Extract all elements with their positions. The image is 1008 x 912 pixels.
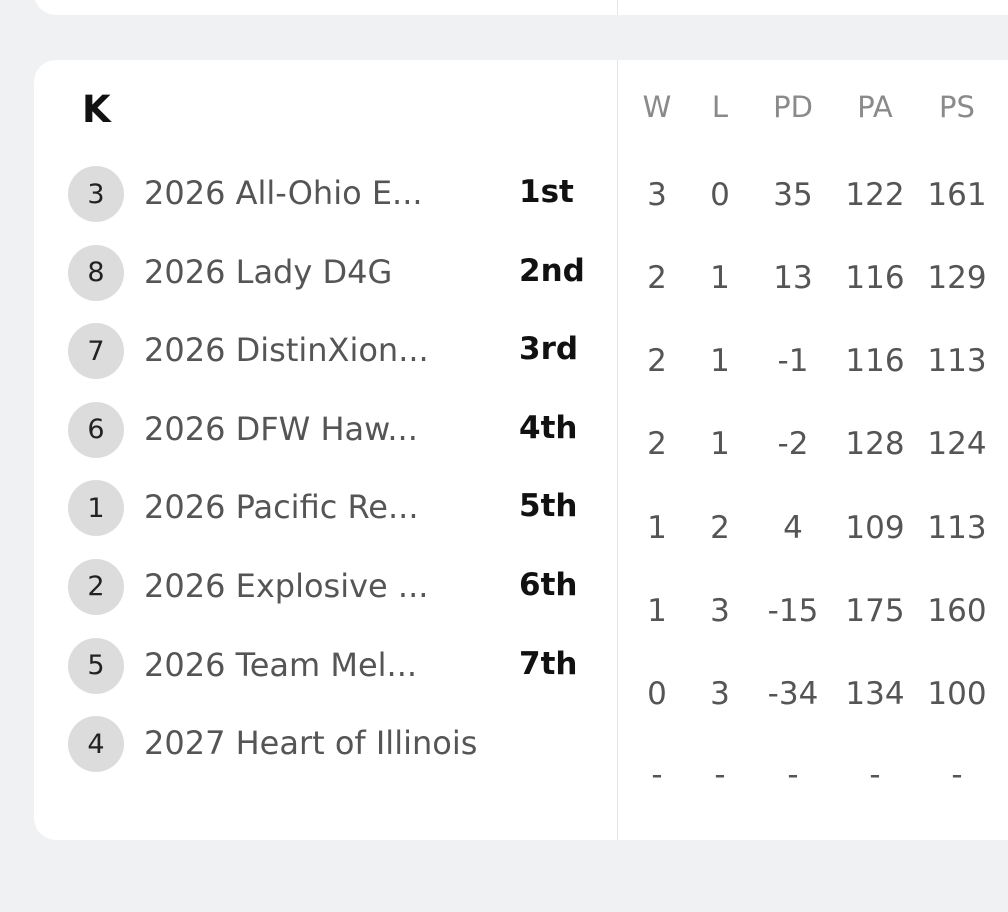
pool-standings-card	[34, 60, 1008, 840]
seed-badge: 4	[68, 716, 124, 773]
stat-cell-pd: 4	[783, 510, 803, 546]
stat-cell-ps: 129	[927, 260, 987, 296]
team-name[interactable]: 2027 Heart of Illinois	[144, 724, 478, 763]
stat-cell-w: 2	[647, 426, 667, 462]
team-row[interactable]: 6 2026 DFW Haw... 4th	[68, 401, 608, 481]
team-name[interactable]: 2026 Lady D4G	[144, 252, 393, 291]
stat-cell-l: 0	[710, 177, 730, 213]
stat-cell-w: 1	[647, 593, 667, 629]
team-place: 6th	[519, 566, 578, 603]
stat-cell-pa: 175	[845, 593, 905, 629]
stat-cell-pa: 116	[845, 343, 905, 379]
stat-cell-ps: 100	[927, 676, 987, 712]
team-place: 2nd	[519, 252, 585, 289]
team-row[interactable]: 3 2026 All-Ohio E... 1st	[68, 166, 608, 245]
seed-badge: 5	[68, 637, 124, 694]
stat-cell-pd: 35	[773, 177, 813, 213]
column-divider	[617, 60, 618, 840]
stat-cell-ps: 113	[927, 343, 987, 379]
stat-cell-pa: 128	[845, 426, 905, 462]
team-row[interactable]: 8 2026 Lady D4G 2nd	[68, 244, 608, 324]
stat-cell-w: 0	[647, 676, 667, 712]
team-row[interactable]: 5 2026 Team Mel... 7th	[68, 637, 608, 717]
stat-cell-w: 1	[647, 510, 667, 546]
stat-cell-w: 2	[647, 260, 667, 296]
team-name[interactable]: 2026 Team Mel...	[144, 645, 418, 684]
stat-cell-pd: -	[787, 757, 799, 793]
stat-cell-w: 2	[647, 343, 667, 379]
stat-cell-pd: -2	[777, 426, 809, 462]
team-place: 4th	[519, 409, 578, 446]
stat-cell-l: 1	[710, 260, 730, 296]
stat-cell-ps: 124	[927, 426, 987, 462]
previous-card-divider	[617, 0, 618, 15]
stat-cell-w: -	[651, 757, 663, 793]
seed-badge: 6	[68, 401, 124, 458]
team-place: 1st	[519, 174, 574, 210]
stat-cell-l: 3	[710, 593, 730, 629]
seed-badge: 8	[68, 244, 124, 301]
pool-title: K	[82, 88, 111, 131]
team-name[interactable]: 2026 Explosive ...	[144, 566, 429, 605]
team-place: 7th	[519, 645, 578, 682]
column-header-pa[interactable]: PA	[857, 90, 893, 124]
column-header-pd[interactable]: PD	[773, 90, 813, 124]
stat-cell-pd: -34	[767, 676, 819, 712]
stat-cell-pa: 109	[845, 510, 905, 546]
team-name[interactable]: 2026 DistinXion...	[144, 331, 429, 370]
team-place: 3rd	[519, 331, 579, 368]
seed-badge: 1	[68, 480, 124, 537]
team-name[interactable]: 2026 Pacific Re...	[144, 488, 419, 527]
stat-cell-pa: 116	[845, 260, 905, 296]
team-name[interactable]: 2026 All-Ohio E...	[144, 174, 423, 212]
stat-cell-pa: 134	[845, 676, 905, 712]
stat-cell-l: 1	[710, 343, 730, 379]
stat-cell-l: 3	[710, 676, 730, 712]
team-row[interactable]: 2 2026 Explosive ... 6th	[68, 558, 608, 638]
team-name[interactable]: 2026 DFW Haw...	[144, 409, 418, 448]
stat-cell-l: -	[714, 757, 726, 793]
column-header-ps[interactable]: PS	[939, 90, 975, 124]
team-row[interactable]: 4 2027 Heart of Illinois	[68, 716, 608, 795]
seed-badge: 3	[68, 166, 124, 222]
team-list: 3 2026 All-Ohio E... 1st 8 2026 Lady D4G…	[68, 166, 608, 795]
stat-cell-pd: -15	[767, 593, 819, 629]
stat-cell-pa: 122	[845, 177, 905, 213]
team-row[interactable]: 7 2026 DistinXion... 3rd	[68, 323, 608, 402]
stat-cell-ps: -	[951, 757, 963, 793]
column-header-l[interactable]: L	[711, 90, 729, 124]
stat-cell-l: 1	[710, 426, 730, 462]
team-place: 5th	[519, 488, 578, 525]
stat-cell-ps: 161	[927, 177, 987, 213]
stat-cell-w: 3	[647, 177, 667, 213]
seed-badge: 2	[68, 558, 124, 615]
stat-cell-ps: 113	[927, 510, 987, 546]
stat-cell-ps: 160	[927, 593, 987, 629]
team-row[interactable]: 1 2026 Pacific Re... 5th	[68, 480, 608, 559]
stat-cell-pa: -	[869, 757, 881, 793]
column-header-w[interactable]: W	[642, 90, 672, 124]
stat-cell-l: 2	[710, 510, 730, 546]
stat-cell-pd: -1	[777, 343, 809, 379]
seed-badge: 7	[68, 323, 124, 380]
stat-cell-pd: 13	[773, 260, 813, 296]
previous-pool-card	[34, 0, 1008, 15]
